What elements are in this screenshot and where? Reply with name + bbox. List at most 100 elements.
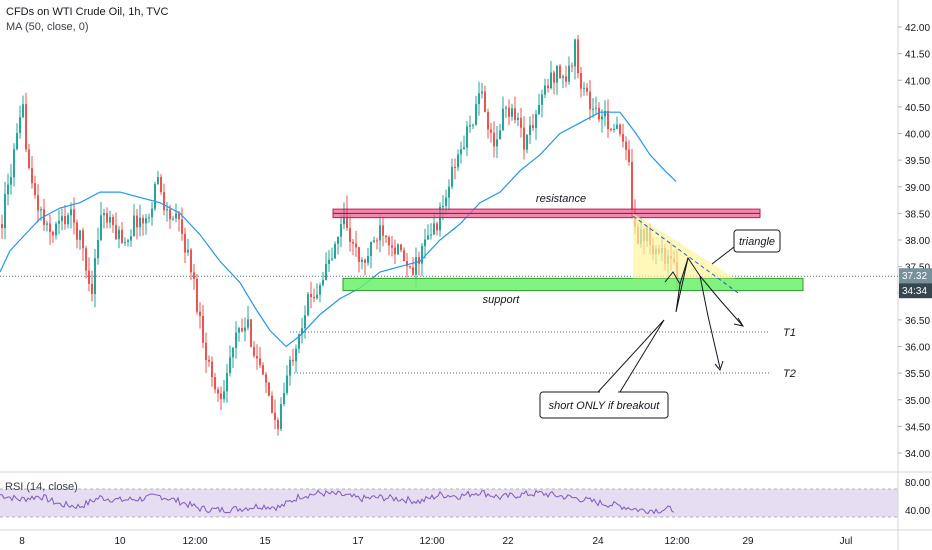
y-tick-label: 40.00 [905,130,930,141]
candle-body [316,294,318,299]
callout-pointer [596,319,665,393]
candle-body [118,229,120,240]
candle-body [553,72,555,83]
candle-body [292,359,294,362]
candle-body [592,108,594,110]
candle-body [79,230,81,240]
candle-body [172,218,174,220]
projection-path-2 [699,275,721,369]
candle-body [235,332,237,348]
candle-body [358,247,360,262]
price-axis[interactable]: 42.00 41.50 41.00 40.50 40.00 39.50 39.00 38.50… [898,23,932,517]
callout-label: short ONLY if breakout [549,400,661,412]
candle-body [52,231,54,236]
candle-body [232,347,234,358]
candle-body [364,259,366,263]
candle-body [409,266,411,268]
candle-body [631,161,633,211]
x-tick-label: 15 [259,536,271,547]
candle-body [13,149,15,178]
candle-body [274,412,276,420]
candle-body [85,248,87,271]
candle-body [607,110,609,130]
candle-body [370,241,372,257]
candle-body [523,127,525,150]
candle-body [148,217,150,219]
candle-body [199,311,201,316]
candle-body [163,192,165,211]
candle-body [154,183,156,209]
drawing-overlays: resistance support triangle T1 T2 short ONLY … [0,193,898,419]
candle-body [457,154,459,168]
candle-body [361,259,363,262]
candle-body [64,215,66,225]
candle-body [412,267,414,275]
candle-body [466,126,468,148]
candle-body [109,217,111,223]
candle-body [325,263,327,281]
candle-body [61,215,63,221]
candle-body [238,328,240,333]
candle-body [502,108,504,131]
candle-body [568,65,570,82]
triangle-upper-trendline [632,215,741,295]
candle-body [121,229,123,244]
y-tick-label: 38.50 [905,209,930,220]
candle-body [169,209,171,220]
candle-body [88,270,90,284]
candle-body [340,224,342,237]
candle-body [547,85,549,89]
candle-body [571,65,573,67]
candle-body [439,207,441,231]
candle-body [367,256,369,263]
candle-body [487,112,489,130]
y-tick-label: 37.50 [905,263,930,274]
candle-body [511,108,513,117]
x-tick-label: 17 [352,536,364,547]
candle-body [268,382,270,396]
arrow-head-t1 [733,317,745,327]
candle-body [619,124,621,135]
candle-body [289,359,291,376]
candle-body [256,355,258,359]
rsi-tick-label: 40.00 [905,506,930,517]
candle-body [28,149,30,169]
candle-body [478,93,480,105]
y-tick-label: 34.00 [905,449,930,460]
rsi-legend: RSI (14, close) [5,481,78,493]
candle-body [211,361,213,378]
rsi-line [0,489,675,515]
y-tick-label: 42.00 [905,23,930,34]
x-tick-label: 8 [19,536,25,547]
triangle-label: triangle [739,236,775,248]
candle-body [112,217,114,226]
candle-body [262,365,264,375]
candle-body [16,132,18,150]
candle-body [583,87,585,89]
candle-body [73,209,75,223]
candle-body [178,213,180,220]
candle-body [19,117,21,133]
candle-body [124,242,126,244]
candle-body [286,375,288,393]
candle-body [385,235,387,238]
candle-body [55,223,57,236]
candle-body [460,149,462,155]
candle-body [352,241,354,244]
candle-body [472,124,474,126]
candle-body [298,334,300,349]
candle-body [415,257,417,275]
candle-body [244,327,246,332]
candle-body [550,72,552,89]
candle-body [130,236,132,241]
x-tick-label: 22 [502,536,514,547]
candle-body [622,134,624,142]
candle-body [37,195,39,211]
resistance-label: resistance [536,193,586,205]
time-axis[interactable]: 8 10 12:00 15 17 12:00 22 24 12:00 29 Jul [19,536,852,547]
countdown-value: 34:34 [902,286,927,297]
candle-body [151,208,153,218]
candle-body [628,149,630,162]
candle-body [376,240,378,242]
